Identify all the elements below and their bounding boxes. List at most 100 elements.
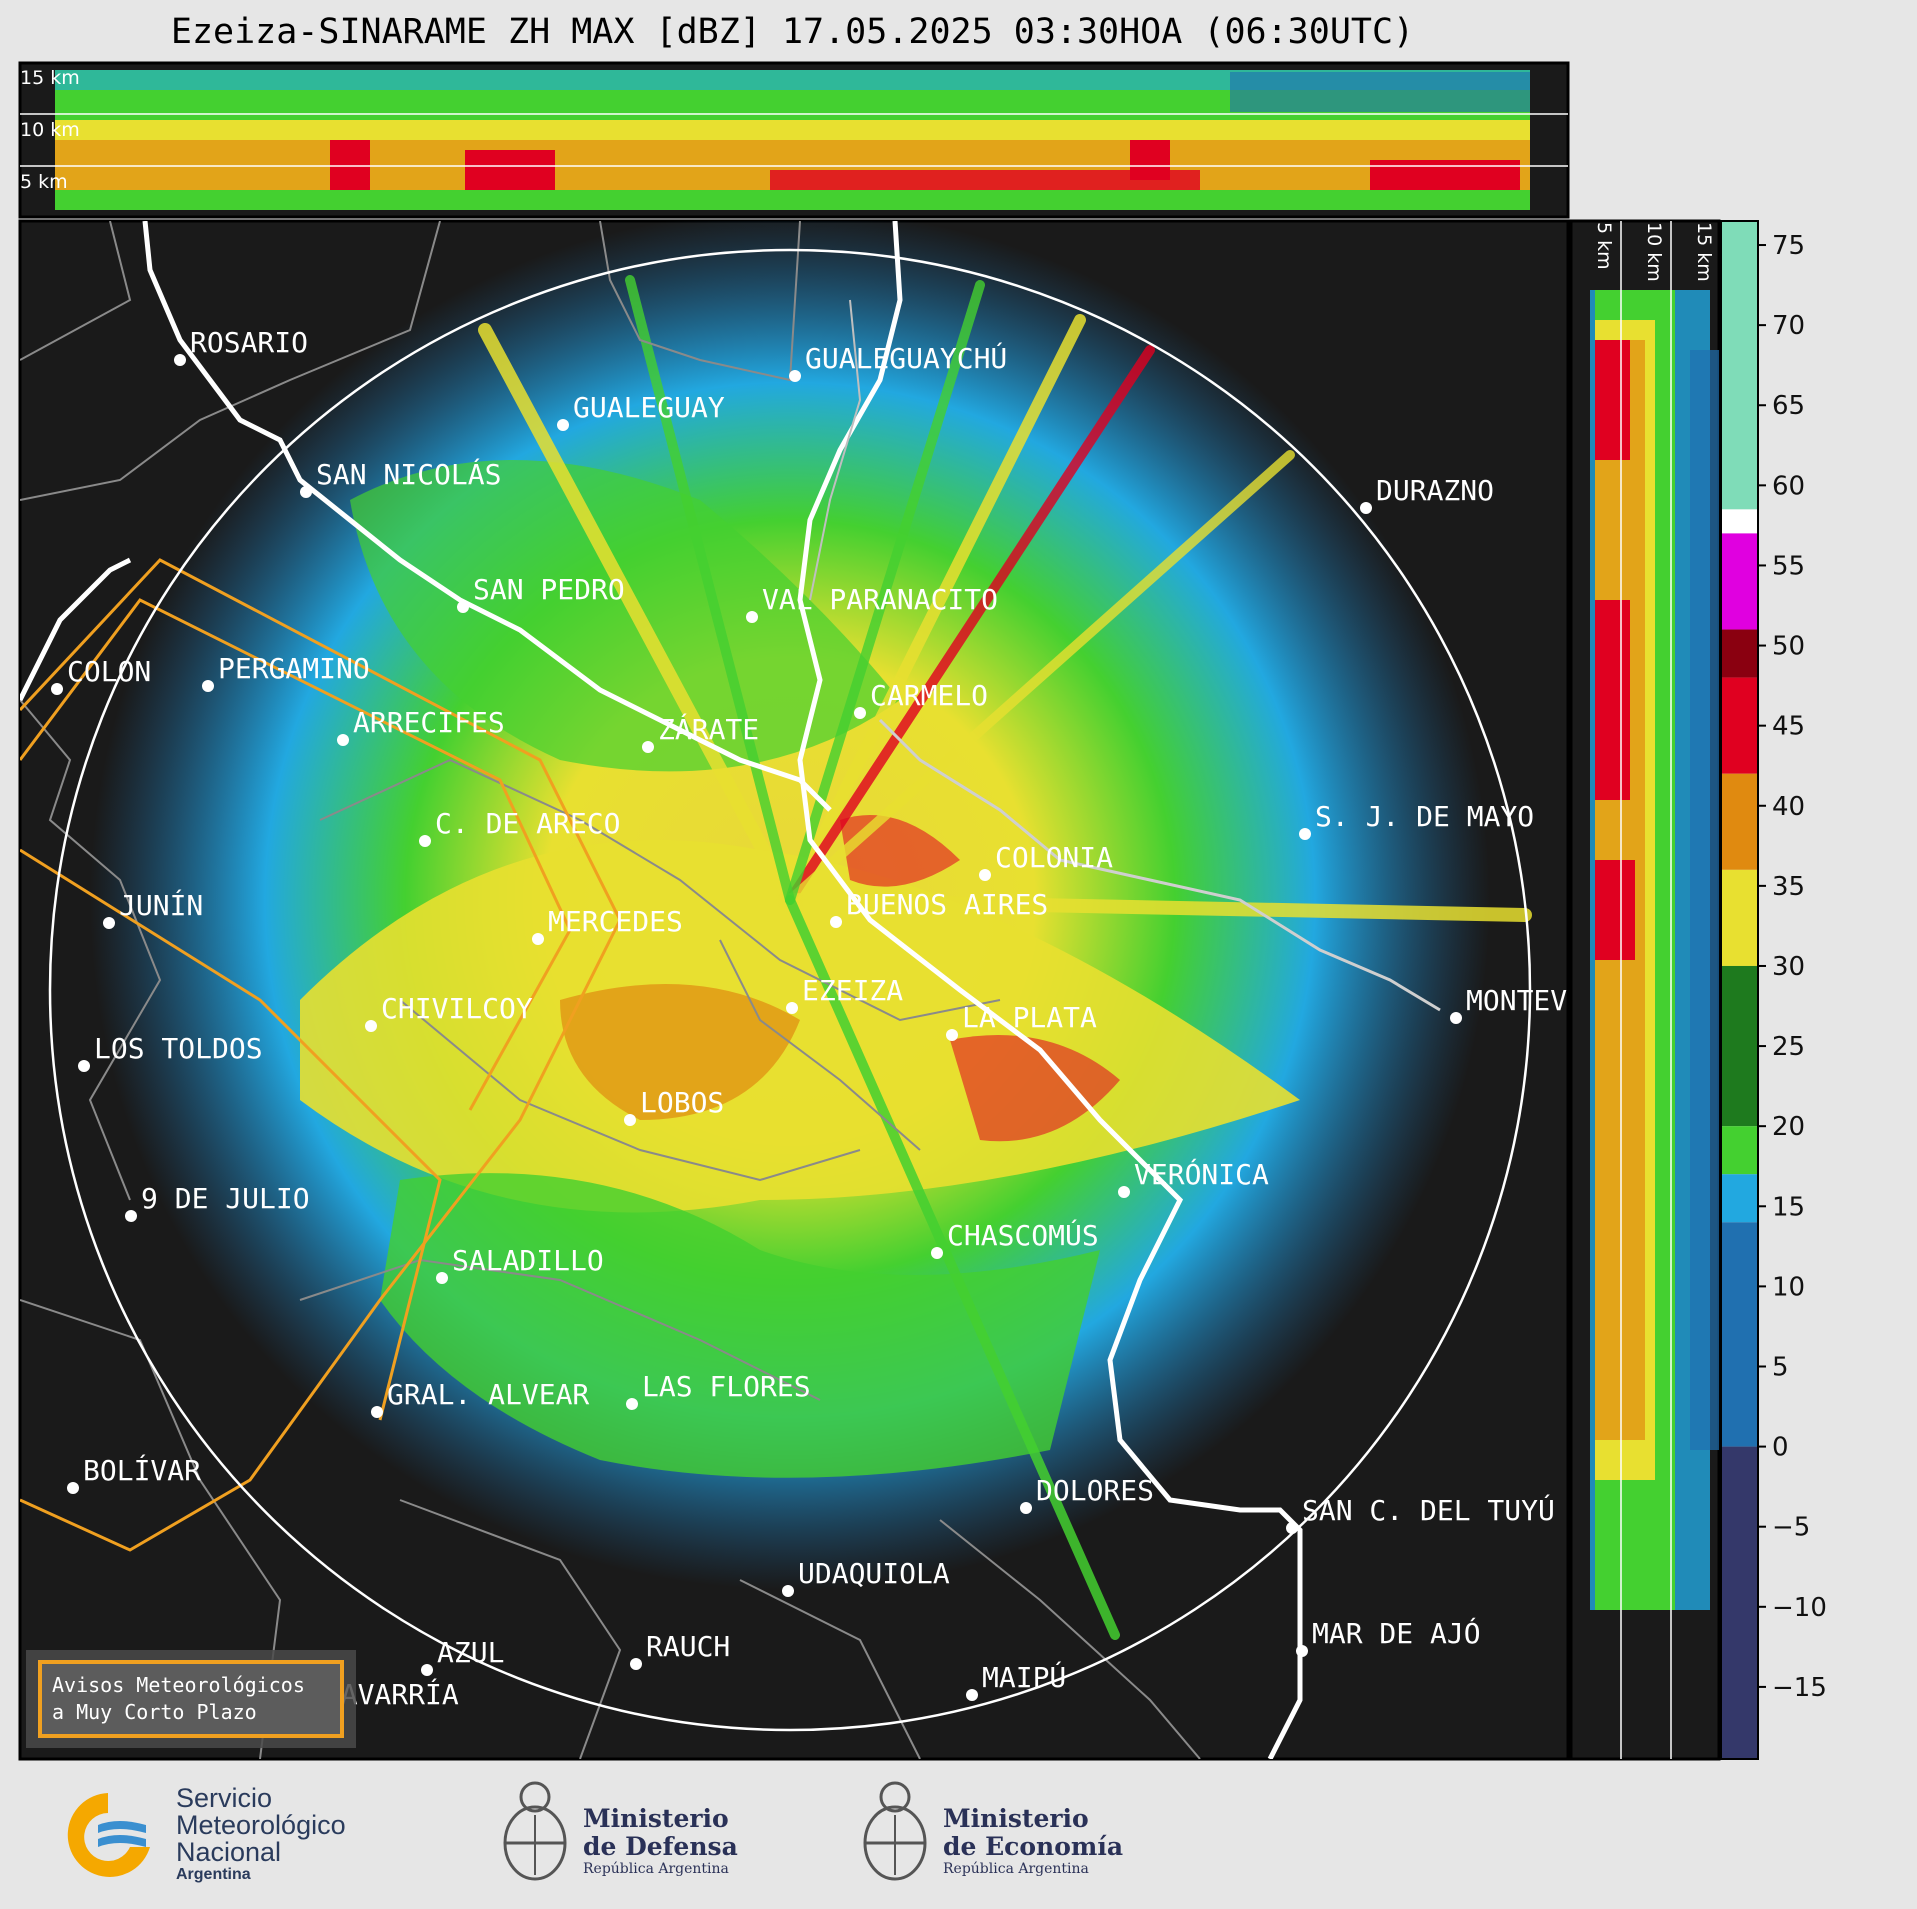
city-dot xyxy=(125,1210,137,1222)
smn-line-3: Nacional xyxy=(176,1837,282,1867)
city-dot xyxy=(782,1585,794,1597)
city-dot xyxy=(630,1658,642,1670)
city-marker: AZUL xyxy=(421,1636,504,1676)
city-dot xyxy=(626,1398,638,1410)
colorbar-band xyxy=(1721,1446,1758,1759)
city-marker: C. DE ARECO xyxy=(419,807,620,847)
city-label: ROSARIO xyxy=(190,326,308,359)
city-marker: CARMELO xyxy=(854,679,988,719)
legend-line-1: Avisos Meteorológicos xyxy=(52,1673,305,1697)
city-dot xyxy=(1118,1186,1130,1198)
colorbar-tick-label: 45 xyxy=(1772,712,1805,742)
city-label: MONTEV xyxy=(1466,984,1567,1017)
top-alt-5km: 5 km xyxy=(20,171,68,193)
colorbar-band xyxy=(1721,1174,1758,1223)
city-label: SAN C. DEL TUYÚ xyxy=(1302,1493,1555,1527)
city-dot xyxy=(746,611,758,623)
city-marker: SAN NICOLÁS xyxy=(300,457,501,498)
city-label: BUENOS AIRES xyxy=(846,888,1048,921)
colorbar-tick-label: 50 xyxy=(1772,632,1805,662)
colorbar-tick-label: 0 xyxy=(1772,1433,1789,1463)
economia-line-1: Ministerio xyxy=(943,1804,1089,1833)
city-label: BOLÍVAR xyxy=(83,1453,201,1487)
city-label: ARRECIFES xyxy=(353,706,505,739)
city-marker: UDAQUIOLA xyxy=(782,1557,950,1597)
colorbar-tick-label: −10 xyxy=(1772,1593,1827,1623)
defensa-logo: Ministerio de Defensa República Argentin… xyxy=(495,1775,775,1895)
colorbar-band xyxy=(1721,677,1758,774)
colorbar-tick-label: 15 xyxy=(1772,1192,1805,1222)
colorbar-band xyxy=(1721,965,1758,1127)
top-alt-10km: 10 km xyxy=(20,119,80,141)
city-marker: GUALEGUAYCHÚ xyxy=(789,341,1007,382)
colorbar-tick-label: 20 xyxy=(1772,1112,1805,1142)
legend-line-2: a Muy Corto Plazo xyxy=(52,1700,257,1724)
city-dot xyxy=(1296,1645,1308,1657)
colorbar-tick-label: 60 xyxy=(1772,471,1805,501)
economia-logo: Ministerio de Economía República Argenti… xyxy=(855,1775,1135,1895)
city-marker: RAUCH xyxy=(630,1630,730,1670)
radar-map-panel: ROSARIO GUALEGUAYCHÚ GUALEGUAY SAN NICOLÁS D… xyxy=(18,219,1570,1761)
city-label: RAUCH xyxy=(646,1630,730,1663)
city-label: COLONIA xyxy=(995,841,1113,874)
city-dot xyxy=(966,1689,978,1701)
city-dot xyxy=(1360,502,1372,514)
colorbar-tick-label: 55 xyxy=(1772,551,1805,581)
city-marker: COLON xyxy=(51,655,151,695)
city-marker: GRAL. ALVEAR xyxy=(371,1378,589,1418)
city-dot xyxy=(1286,1522,1298,1534)
colorbar-band xyxy=(1721,509,1758,534)
city-label: PERGAMINO xyxy=(218,652,370,685)
city-marker: JUNÍN xyxy=(103,888,203,929)
city-label: CHIVILCOY xyxy=(381,992,533,1025)
defensa-line-2: de Defensa xyxy=(583,1832,738,1861)
city-dot xyxy=(337,734,349,746)
warning-polygons xyxy=(20,558,622,1552)
side-alt-15km: 15 km xyxy=(1693,222,1715,282)
smn-logo: Servicio Meteorológico Nacional Argentin… xyxy=(58,1785,398,1885)
city-label: SAN NICOLÁS xyxy=(316,457,501,491)
city-marker: EZEIZA xyxy=(786,974,903,1014)
smn-line-2: Meteorológico xyxy=(176,1810,346,1840)
city-marker: CHASCOMÚS xyxy=(931,1218,1099,1259)
coat-of-arms-icon xyxy=(863,1781,927,1881)
city-dot xyxy=(786,1002,798,1014)
city-marker: VAL PARANACITO xyxy=(746,583,998,623)
city-marker: VERÓNICA xyxy=(1118,1157,1269,1198)
city-marker: DURAZNO xyxy=(1360,474,1494,514)
city-markers: ROSARIO GUALEGUAYCHÚ GUALEGUAY SAN NICOLÁS D… xyxy=(51,326,1567,1718)
defensa-line-1: Ministerio xyxy=(583,1804,729,1833)
city-marker: BOLÍVAR xyxy=(67,1453,201,1494)
city-marker: LOBOS xyxy=(624,1086,724,1126)
colorbar-tick-label: −15 xyxy=(1772,1673,1827,1703)
city-label: DOLORES xyxy=(1036,1474,1154,1507)
city-marker: SAN C. DEL TUYÚ xyxy=(1286,1493,1555,1534)
city-dot xyxy=(365,1020,377,1032)
city-label: MAIPÚ xyxy=(982,1660,1066,1694)
city-label: SALADILLO xyxy=(452,1244,604,1277)
city-marker: MAIPÚ xyxy=(966,1660,1066,1701)
city-marker: LA PLATA xyxy=(946,1001,1097,1041)
colorbar-tick-label: 5 xyxy=(1772,1352,1789,1382)
city-dot xyxy=(557,419,569,431)
city-dot xyxy=(624,1114,636,1126)
city-label: LOBOS xyxy=(640,1086,724,1119)
city-dot xyxy=(931,1247,943,1259)
city-label: DURAZNO xyxy=(1376,474,1494,507)
city-label: JUNÍN xyxy=(119,888,203,922)
city-dot xyxy=(854,707,866,719)
city-marker: PERGAMINO xyxy=(202,652,370,692)
city-marker: ROSARIO xyxy=(174,326,308,366)
city-dot xyxy=(1450,1012,1462,1024)
city-label: AZUL xyxy=(437,1636,504,1669)
admin-boundaries xyxy=(20,221,1201,1759)
city-label: GRAL. ALVEAR xyxy=(387,1378,589,1411)
top-altitude-panel: 15 km 10 km 5 km xyxy=(18,61,1570,219)
side-alt-10km: 10 km xyxy=(1643,222,1665,282)
city-label: VERÓNICA xyxy=(1134,1157,1269,1191)
city-label: CHASCOMÚS xyxy=(947,1218,1099,1252)
city-label: EZEIZA xyxy=(802,974,903,1007)
city-marker: BUENOS AIRES xyxy=(830,888,1048,928)
